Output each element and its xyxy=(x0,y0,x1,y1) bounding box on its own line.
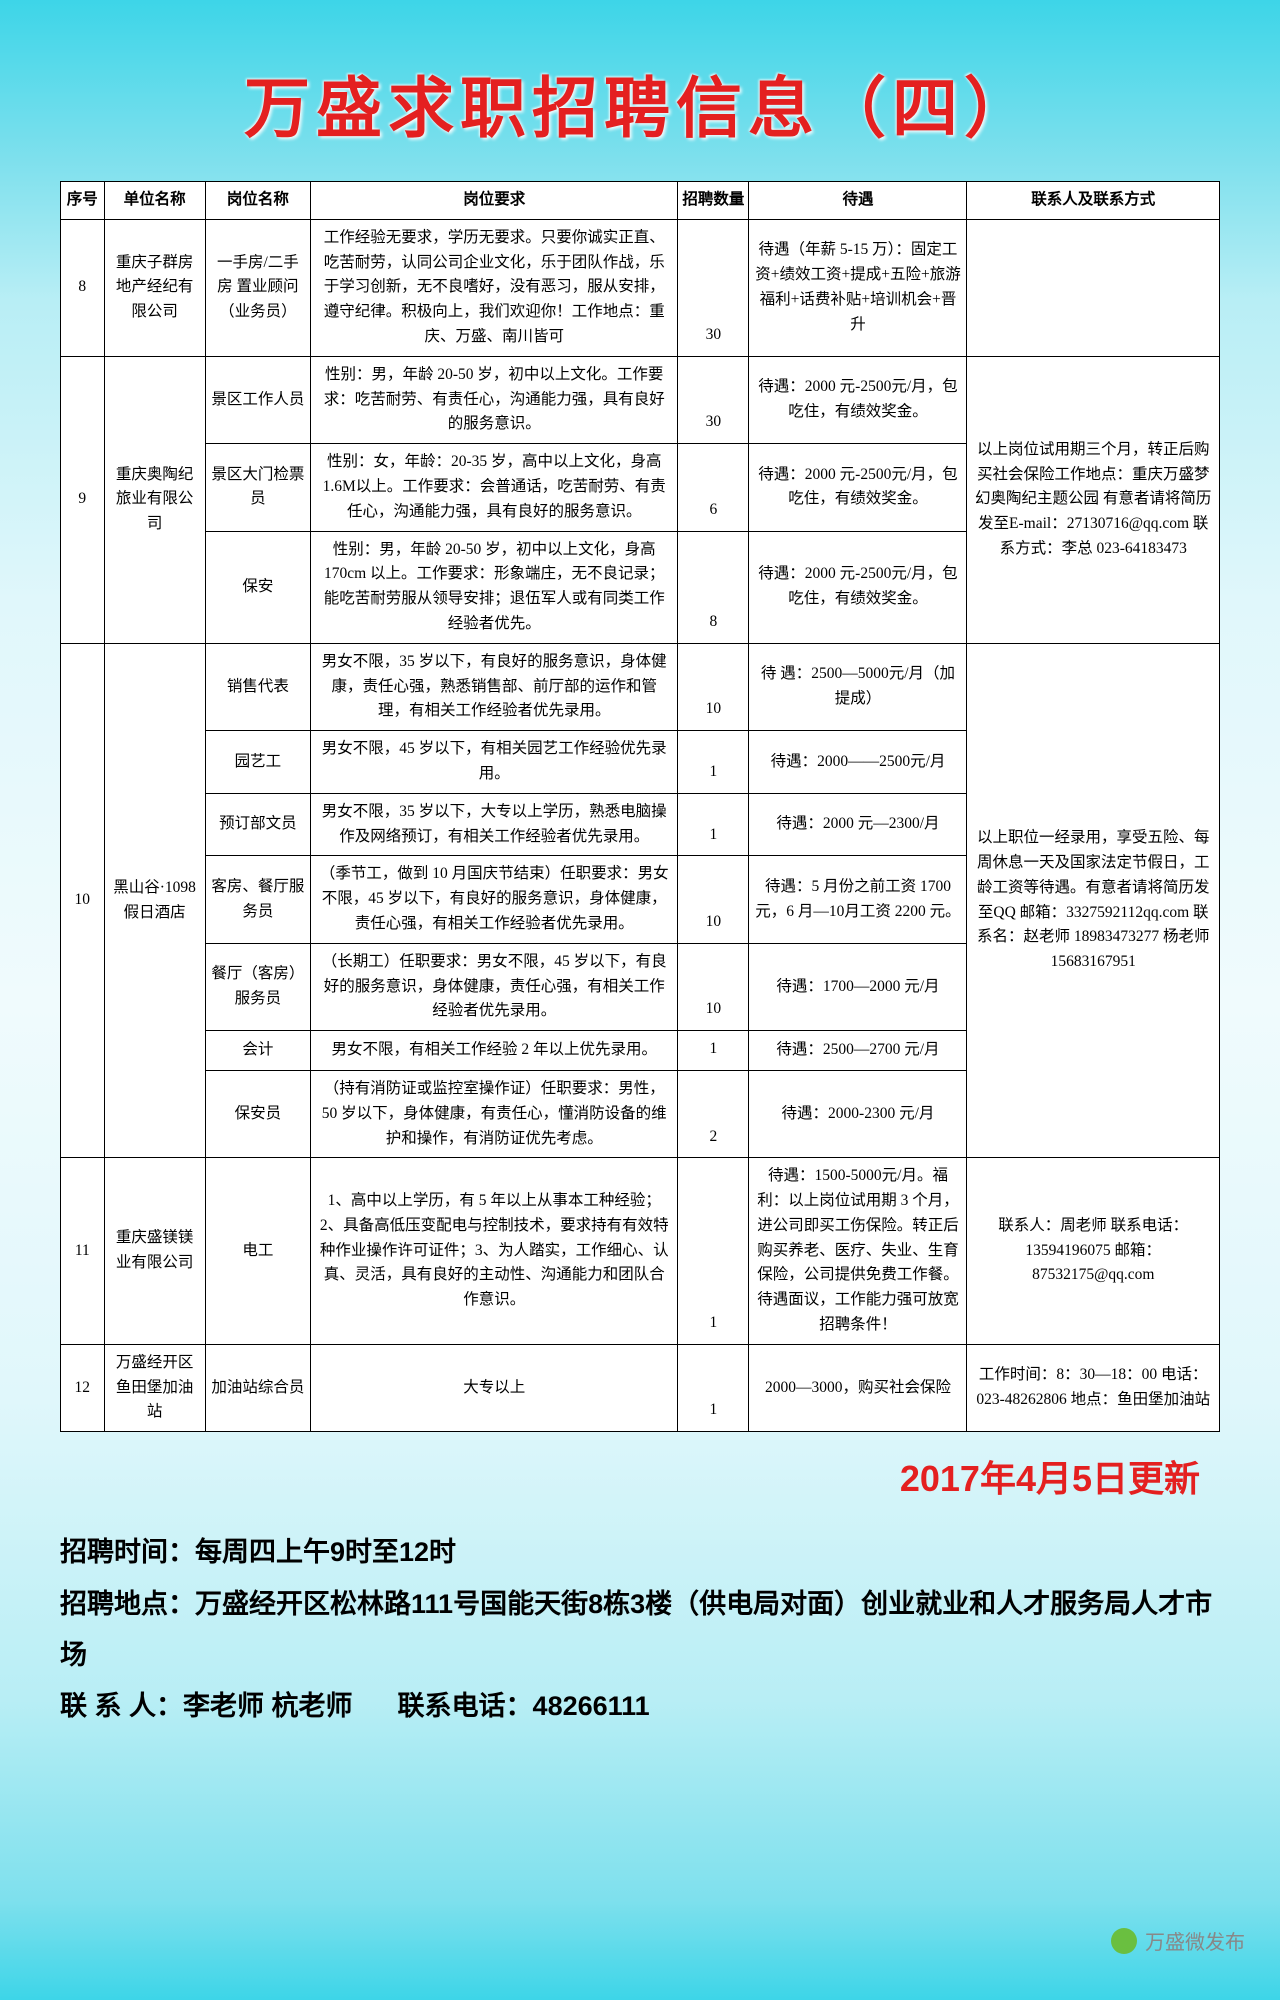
cell-req: （长期工）任职要求：男女不限，45 岁以下，有良好的服务意识，身体健康，责任心强… xyxy=(311,943,678,1030)
cell-position: 电工 xyxy=(205,1158,311,1345)
cell-req: 男女不限，35 岁以下，有良好的服务意识，身体健康，责任心强，熟悉销售部、前厅部… xyxy=(311,643,678,730)
footer-line-contact: 联 系 人：李老师 杭老师 联系电话：48266111 xyxy=(60,1681,1220,1732)
cell-salary: 待遇：2000——2500元/月 xyxy=(749,731,967,794)
cell-position: 景区大门检票员 xyxy=(205,444,311,531)
cell-position: 景区工作人员 xyxy=(205,356,311,443)
watermark-text: 万盛微发布 xyxy=(1145,1926,1245,1955)
footer-line-time: 招聘时间：每周四上午9时至12时 xyxy=(60,1527,1220,1578)
cell-company: 万盛经开区鱼田堡加油站 xyxy=(104,1344,205,1431)
table-row: 8 重庆子群房地产经纪有限公司 一手房/二手房 置业顾问（业务员） 工作经验无要… xyxy=(61,219,1220,356)
cell-contact: 以上职位一经录用，享受五险、每周休息一天及国家法定节假日，工龄工资等待遇。有意者… xyxy=(967,643,1220,1158)
wechat-icon xyxy=(1111,1928,1137,1954)
cell-salary: 待遇：2000-2300 元/月 xyxy=(749,1070,967,1157)
th-num: 招聘数量 xyxy=(678,182,749,220)
page-title: 万盛求职招聘信息（四） xyxy=(0,0,1280,181)
cell-contact: 联系人：周老师 联系电话：13594196075 邮箱：87532175@qq.… xyxy=(967,1158,1220,1345)
th-seq: 序号 xyxy=(61,182,105,220)
th-contact: 联系人及联系方式 xyxy=(967,182,1220,220)
cell-num: 10 xyxy=(678,943,749,1030)
cell-company: 重庆盛镁镁业有限公司 xyxy=(104,1158,205,1345)
footer-label-time: 招聘时间： xyxy=(60,1537,195,1567)
cell-salary: 待遇：2000 元-2500元/月，包吃住，有绩效奖金。 xyxy=(749,444,967,531)
cell-salary: 待 遇：2500—5000元/月（加提成） xyxy=(749,643,967,730)
cell-company: 重庆奥陶纪旅业有限公司 xyxy=(104,356,205,643)
cell-req: 男女不限，有相关工作经验 2 年以上优先录用。 xyxy=(311,1031,678,1071)
cell-position: 销售代表 xyxy=(205,643,311,730)
footer-val-phone: 48266111 xyxy=(533,1691,650,1721)
cell-salary: 2000—3000，购买社会保险 xyxy=(749,1344,967,1431)
cell-req: 1、高中以上学历，有 5 年以上从事本工种经验；2、具备高低压变配电与控制技术，… xyxy=(311,1158,678,1345)
footer-val-time: 每周四上午9时至12时 xyxy=(195,1537,456,1567)
cell-position: 园艺工 xyxy=(205,731,311,794)
cell-company: 黑山谷·1098假日酒店 xyxy=(104,643,205,1158)
jobs-table-container: 序号 单位名称 岗位名称 岗位要求 招聘数量 待遇 联系人及联系方式 8 重庆子… xyxy=(60,181,1220,1432)
cell-num: 1 xyxy=(678,793,749,856)
cell-seq: 9 xyxy=(61,356,105,643)
cell-contact: 工作时间：8：30—18：00 电话：023-48262806 地点：鱼田堡加油… xyxy=(967,1344,1220,1431)
table-row: 9 重庆奥陶纪旅业有限公司 景区工作人员 性别：男，年龄 20-50 岁，初中以… xyxy=(61,356,1220,443)
cell-position: 保安 xyxy=(205,531,311,643)
th-req: 岗位要求 xyxy=(311,182,678,220)
th-salary: 待遇 xyxy=(749,182,967,220)
footer-label-contact: 联 系 人： xyxy=(60,1691,183,1721)
cell-salary: 待遇（年薪 5-15 万）：固定工资+绩效工资+提成+五险+旅游福利+话费补贴+… xyxy=(749,219,967,356)
cell-req: 性别：女，年龄：20-35 岁，高中以上文化，身高 1.6M以上。工作要求：会普… xyxy=(311,444,678,531)
cell-req: （季节工，做到 10 月国庆节结束）任职要求：男女不限，45 岁以下，有良好的服… xyxy=(311,856,678,943)
cell-position: 餐厅（客房）服务员 xyxy=(205,943,311,1030)
cell-salary: 待遇：1500-5000元/月。福利：以上岗位试用期 3 个月，进公司即买工伤保… xyxy=(749,1158,967,1345)
cell-salary: 待遇：2000 元-2500元/月，包吃住，有绩效奖金。 xyxy=(749,531,967,643)
cell-req: （持有消防证或监控室操作证）任职要求：男性，50 岁以下，身体健康，有责任心，懂… xyxy=(311,1070,678,1157)
cell-req: 性别：男，年龄 20-50 岁，初中以上文化。工作要求：吃苦耐劳、有责任心，沟通… xyxy=(311,356,678,443)
cell-position: 预订部文员 xyxy=(205,793,311,856)
cell-req: 男女不限，45 岁以下，有相关园艺工作经验优先录用。 xyxy=(311,731,678,794)
cell-seq: 8 xyxy=(61,219,105,356)
table-row: 11 重庆盛镁镁业有限公司 电工 1、高中以上学历，有 5 年以上从事本工种经验… xyxy=(61,1158,1220,1345)
cell-num: 30 xyxy=(678,219,749,356)
cell-position: 加油站综合员 xyxy=(205,1344,311,1431)
watermark: 万盛微发布 xyxy=(1111,1926,1245,1955)
cell-num: 10 xyxy=(678,643,749,730)
cell-req: 男女不限，35 岁以下，大专以上学历，熟悉电脑操作及网络预订，有相关工作经验者优… xyxy=(311,793,678,856)
cell-salary: 待遇：2000 元-2500元/月，包吃住，有绩效奖金。 xyxy=(749,356,967,443)
th-company: 单位名称 xyxy=(104,182,205,220)
header-row: 序号 单位名称 岗位名称 岗位要求 招聘数量 待遇 联系人及联系方式 xyxy=(61,182,1220,220)
cell-req: 性别：男，年龄 20-50 岁，初中以上文化，身高 170cm 以上。工作要求：… xyxy=(311,531,678,643)
cell-num: 30 xyxy=(678,356,749,443)
update-date: 2017年4月5日更新 xyxy=(0,1450,1200,1502)
table-row: 12 万盛经开区鱼田堡加油站 加油站综合员 大专以上 1 2000—3000，购… xyxy=(61,1344,1220,1431)
cell-salary: 待遇：2500—2700 元/月 xyxy=(749,1031,967,1071)
cell-num: 2 xyxy=(678,1070,749,1157)
cell-position: 一手房/二手房 置业顾问（业务员） xyxy=(205,219,311,356)
footer-label-place: 招聘地点： xyxy=(60,1589,195,1619)
footer-label-phone: 联系电话： xyxy=(398,1691,533,1721)
cell-num: 1 xyxy=(678,1031,749,1071)
cell-position: 客房、餐厅服务员 xyxy=(205,856,311,943)
cell-company: 重庆子群房地产经纪有限公司 xyxy=(104,219,205,356)
footer-val-contact: 李老师 杭老师 xyxy=(183,1691,353,1721)
cell-num: 8 xyxy=(678,531,749,643)
cell-num: 1 xyxy=(678,1158,749,1345)
th-position: 岗位名称 xyxy=(205,182,311,220)
cell-salary: 待遇：5 月份之前工资 1700 元，6 月—10月工资 2200 元。 xyxy=(749,856,967,943)
cell-num: 10 xyxy=(678,856,749,943)
cell-seq: 12 xyxy=(61,1344,105,1431)
footer-block: 招聘时间：每周四上午9时至12时 招聘地点：万盛经开区松林路111号国能天街8栋… xyxy=(60,1527,1220,1732)
cell-num: 1 xyxy=(678,731,749,794)
cell-seq: 11 xyxy=(61,1158,105,1345)
cell-num: 6 xyxy=(678,444,749,531)
cell-num: 1 xyxy=(678,1344,749,1431)
cell-contact: 以上岗位试用期三个月，转正后购买社会保险工作地点：重庆万盛梦幻奥陶纪主题公园 有… xyxy=(967,356,1220,643)
table-row: 10 黑山谷·1098假日酒店 销售代表 男女不限，35 岁以下，有良好的服务意… xyxy=(61,643,1220,730)
cell-position: 保安员 xyxy=(205,1070,311,1157)
cell-req: 工作经验无要求，学历无要求。只要你诚实正直、吃苦耐劳，认同公司企业文化，乐于团队… xyxy=(311,219,678,356)
cell-contact xyxy=(967,219,1220,356)
cell-salary: 待遇：2000 元—2300/月 xyxy=(749,793,967,856)
footer-line-place: 招聘地点：万盛经开区松林路111号国能天街8栋3楼（供电局对面）创业就业和人才服… xyxy=(60,1579,1220,1682)
cell-position: 会计 xyxy=(205,1031,311,1071)
footer-val-place: 万盛经开区松林路111号国能天街8栋3楼（供电局对面）创业就业和人才服务局人才市… xyxy=(60,1589,1212,1670)
cell-req: 大专以上 xyxy=(311,1344,678,1431)
cell-salary: 待遇：1700—2000 元/月 xyxy=(749,943,967,1030)
jobs-table: 序号 单位名称 岗位名称 岗位要求 招聘数量 待遇 联系人及联系方式 8 重庆子… xyxy=(60,181,1220,1432)
cell-seq: 10 xyxy=(61,643,105,1158)
